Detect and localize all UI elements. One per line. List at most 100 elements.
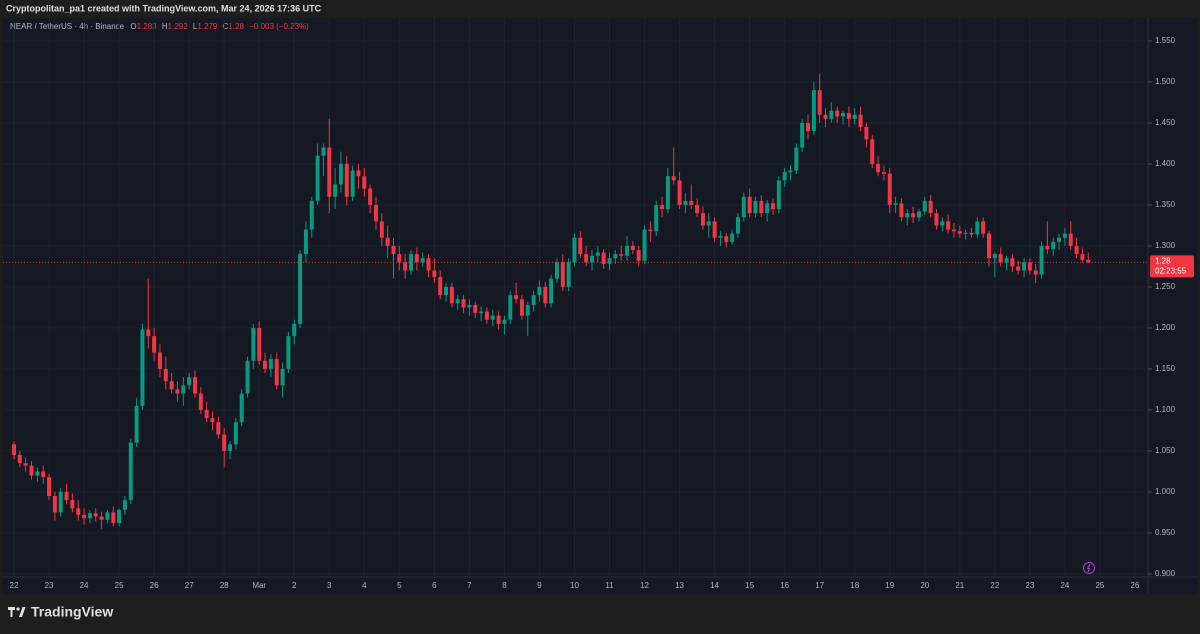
candle <box>584 245 589 267</box>
candle-body <box>584 254 589 263</box>
candle-body <box>595 252 600 256</box>
candle-body <box>29 465 34 476</box>
candle <box>625 236 630 261</box>
candle <box>718 231 723 246</box>
candle <box>1086 252 1091 264</box>
candle <box>934 209 939 230</box>
candle <box>765 200 770 222</box>
candle-body <box>625 245 630 256</box>
candle-body <box>940 221 945 226</box>
candle <box>391 237 396 279</box>
candle-body <box>157 352 162 369</box>
candle-body <box>467 304 472 308</box>
candle <box>496 311 501 330</box>
candle-body <box>1062 233 1067 238</box>
candle <box>525 301 530 337</box>
candle-body <box>251 327 256 361</box>
candle <box>537 280 542 302</box>
candle <box>280 362 285 398</box>
candle-body <box>788 170 793 173</box>
candle-body <box>700 213 705 226</box>
candle-body <box>601 252 606 264</box>
candle <box>706 213 711 238</box>
candle <box>479 306 484 322</box>
candle-body <box>449 286 454 304</box>
candle <box>589 250 594 271</box>
candle-body <box>105 512 110 520</box>
alert-icon[interactable] <box>1083 562 1095 574</box>
candle <box>117 508 122 527</box>
change: −0.003 (−0.23%) <box>249 22 309 31</box>
candle <box>309 196 314 238</box>
candle-body <box>350 170 355 197</box>
candle <box>887 168 892 214</box>
candle <box>893 196 898 214</box>
candle-body <box>502 319 507 324</box>
candle <box>1068 221 1073 251</box>
candle-body <box>315 155 320 201</box>
candle <box>321 143 326 177</box>
y-tick-label: 1.150 <box>1155 364 1176 373</box>
candle <box>76 500 81 521</box>
candle-body <box>12 444 16 456</box>
candle <box>648 221 653 242</box>
candle <box>1057 233 1062 251</box>
candle-body <box>455 299 460 304</box>
alert-bolt <box>1086 563 1091 573</box>
candle <box>951 222 956 238</box>
candle <box>963 229 968 240</box>
candle-body <box>619 254 624 256</box>
candle-body <box>572 237 577 263</box>
candle <box>455 295 460 310</box>
x-tick-label: 7 <box>467 581 472 590</box>
candle <box>111 506 116 527</box>
y-tick-label: 1.400 <box>1155 159 1176 168</box>
candle-body <box>753 200 758 214</box>
candle-body <box>47 477 52 497</box>
candle-body <box>893 203 898 205</box>
candle-body <box>969 232 974 235</box>
candle-body <box>444 286 449 296</box>
candle-body <box>835 110 840 117</box>
candle <box>864 122 869 148</box>
candle-body <box>712 221 717 238</box>
candle-body <box>128 442 133 501</box>
candle <box>572 233 577 267</box>
candle-body <box>636 250 641 261</box>
brand: TradingView <box>31 604 113 620</box>
candle <box>344 155 349 205</box>
candle-body <box>817 90 822 115</box>
candle <box>946 214 951 234</box>
candle <box>64 483 69 505</box>
x-tick-label: 17 <box>815 581 824 590</box>
candle-body <box>263 360 268 369</box>
candle-body <box>759 200 764 214</box>
candle-body <box>630 245 635 251</box>
candle <box>1010 254 1015 273</box>
x-tick-label: 19 <box>885 581 894 590</box>
candle-body <box>152 336 157 353</box>
candle <box>940 217 945 232</box>
candle <box>747 188 752 218</box>
candle <box>444 282 449 302</box>
candle <box>1062 227 1067 246</box>
x-tick-label: 28 <box>220 581 229 590</box>
price-tag-countdown: 02:23:55 <box>1155 266 1187 275</box>
candle <box>916 209 921 222</box>
candle-body <box>385 237 390 246</box>
candle-body <box>800 122 805 148</box>
candle-body <box>683 200 688 205</box>
candle-body <box>858 114 863 128</box>
candle-body <box>660 204 665 210</box>
candle-body <box>140 329 145 406</box>
x-tick-label: 25 <box>115 581 124 590</box>
candle-body <box>648 229 653 232</box>
candle <box>128 438 133 505</box>
candle-body <box>233 422 238 445</box>
candle-body <box>1057 237 1062 242</box>
candle-body <box>122 500 127 510</box>
candle-body <box>175 389 180 394</box>
candle-body <box>887 173 892 205</box>
candle <box>1004 255 1009 271</box>
x-tick-label: 5 <box>397 581 402 590</box>
